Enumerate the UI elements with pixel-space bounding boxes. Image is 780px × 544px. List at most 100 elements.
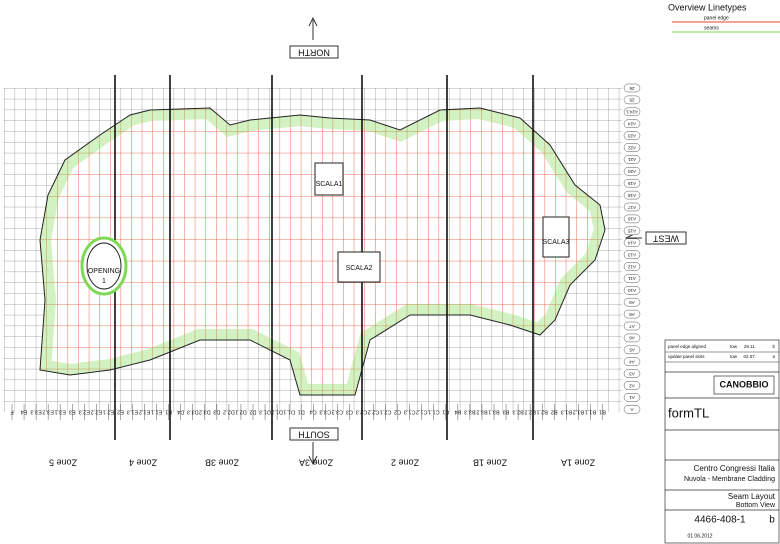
zone-label: Zone 2 (391, 458, 419, 468)
axis-label: A18 (628, 193, 637, 198)
axis-label: C3 (346, 409, 353, 415)
axis-label: B1.3 (561, 409, 572, 415)
axis-label: E3.1 (55, 409, 66, 415)
axis-label: A22 (628, 145, 637, 150)
right-axis: 26 25 A24.1 A24 A23 A22 A21 A20 A19 A18 A17 A16 A15 A… (623, 83, 641, 414)
axis-bubble (623, 119, 641, 128)
axis-label: C1.3 (404, 409, 416, 415)
axis-bubble (623, 107, 641, 117)
axis-bubble (623, 190, 641, 200)
axis-label: A14 (628, 241, 637, 246)
axis-label: A (630, 407, 633, 412)
axis-label: A16 (628, 217, 637, 222)
axis-bubble (623, 369, 641, 378)
zone-label: Zone 3A (299, 458, 333, 468)
revision-cell: panel edge aligned (668, 344, 707, 349)
axis-label: A10 (628, 288, 637, 293)
axis-label: E4 (21, 409, 28, 415)
north-label: NORTH (298, 48, 330, 58)
axis-bubble (623, 333, 641, 343)
axis-label: E1.1 (151, 409, 162, 415)
drawing-title: Seam Layout (728, 492, 776, 501)
axis-bubble (623, 83, 641, 93)
zone-label: Zone 1A (561, 458, 595, 468)
date: 01.06.2012 (687, 533, 712, 539)
axis-label: A2 (629, 383, 635, 388)
axis-label: A4 (629, 360, 635, 365)
revision-cell: tow (730, 354, 738, 359)
axis-label: D1 (298, 409, 305, 415)
axis-label: A15 (628, 229, 637, 234)
axis-label: B3 (503, 409, 510, 415)
axis-label: A12 (628, 264, 637, 269)
axis-bubble (623, 321, 641, 331)
axis-bubble (623, 167, 641, 176)
revision: b (769, 515, 775, 526)
axis-bubble (623, 238, 641, 247)
legend-label: seams (704, 25, 719, 31)
opening-label: OPENING (88, 268, 120, 275)
scala-box (314, 162, 344, 196)
axis-label: 26 (629, 86, 635, 91)
axis-label: C1 (442, 409, 449, 415)
axis-label: A8 (629, 312, 635, 317)
zones: Zone 5 Zone 4 Zone 3B Zone 3A Zone 2 Zone 1B Z… (49, 458, 595, 468)
south-label: SOUTH (298, 430, 330, 440)
revisions: panel edge aligned tow 29.11. b update panel… (665, 344, 779, 363)
axis-label: A17 (628, 205, 637, 210)
axis-label: B2 (551, 409, 558, 415)
revision-cell: a (772, 354, 775, 359)
west-label: WEST (652, 234, 679, 244)
axis-label: D3.2 (199, 409, 211, 415)
axis-label: D3.3 (187, 409, 199, 415)
axis-label: E1.3 (127, 409, 138, 415)
axis-label: B1.1 (585, 409, 596, 415)
revision-cell: 02.07. (743, 354, 756, 359)
axis-label: A13 (628, 252, 637, 257)
axis-label: D2.1 (235, 409, 247, 415)
axis-label: C1.2 (416, 409, 428, 415)
scala-box (337, 251, 381, 283)
axis-label: B1 (599, 409, 606, 415)
axis-label: D2.2 (223, 409, 235, 415)
axis-label: E2.3 (79, 409, 90, 415)
axis-label: C3.2 (332, 409, 344, 415)
legend-title: Overview Linetypes (668, 2, 747, 12)
axis-bubble (623, 274, 641, 283)
axis-label: E2.2 (91, 409, 102, 415)
axis-label: E1 (165, 409, 172, 415)
scala-label: SCALA3 (543, 239, 570, 246)
axis-bubble (623, 155, 641, 164)
axis-label: A9 (629, 300, 635, 305)
axis-bubble (623, 357, 641, 366)
axis-label: A3 (629, 371, 635, 376)
axis-label: A19 (628, 181, 637, 186)
axis-label: E3.2 (42, 409, 53, 415)
axis-label: F (10, 409, 14, 415)
axis-bubble (623, 131, 641, 140)
axis-label: E1.2 (139, 409, 150, 415)
axis-bubble (623, 95, 641, 105)
scala-label: SCALA2 (346, 265, 373, 272)
axis-bubble (623, 297, 641, 307)
axis-label: B2.3 (512, 409, 523, 415)
axis-label: D1.3 (259, 409, 271, 415)
axis-label: B2.1 (537, 409, 548, 415)
axis-label: A24 (628, 122, 637, 127)
project: Centro Congressi Italia (694, 464, 776, 473)
axis-label: A11 (628, 276, 636, 281)
zone-label: Zone 5 (49, 458, 77, 468)
axis-label: A5 (629, 348, 635, 353)
axis-bubble (623, 202, 641, 212)
axis-bubble (623, 309, 641, 319)
axis-label: B3.3 (464, 409, 475, 415)
axis-label: E2 (117, 409, 124, 415)
axis-label: C2.2 (368, 409, 380, 415)
north-arrow (308, 16, 318, 40)
opening-label: 1 (102, 278, 106, 285)
axis-label: B2.2 (524, 409, 535, 415)
axis-label: E2.1 (103, 409, 114, 415)
axis-label: D1.1 (283, 409, 295, 415)
axis-label: C4 (310, 409, 317, 415)
